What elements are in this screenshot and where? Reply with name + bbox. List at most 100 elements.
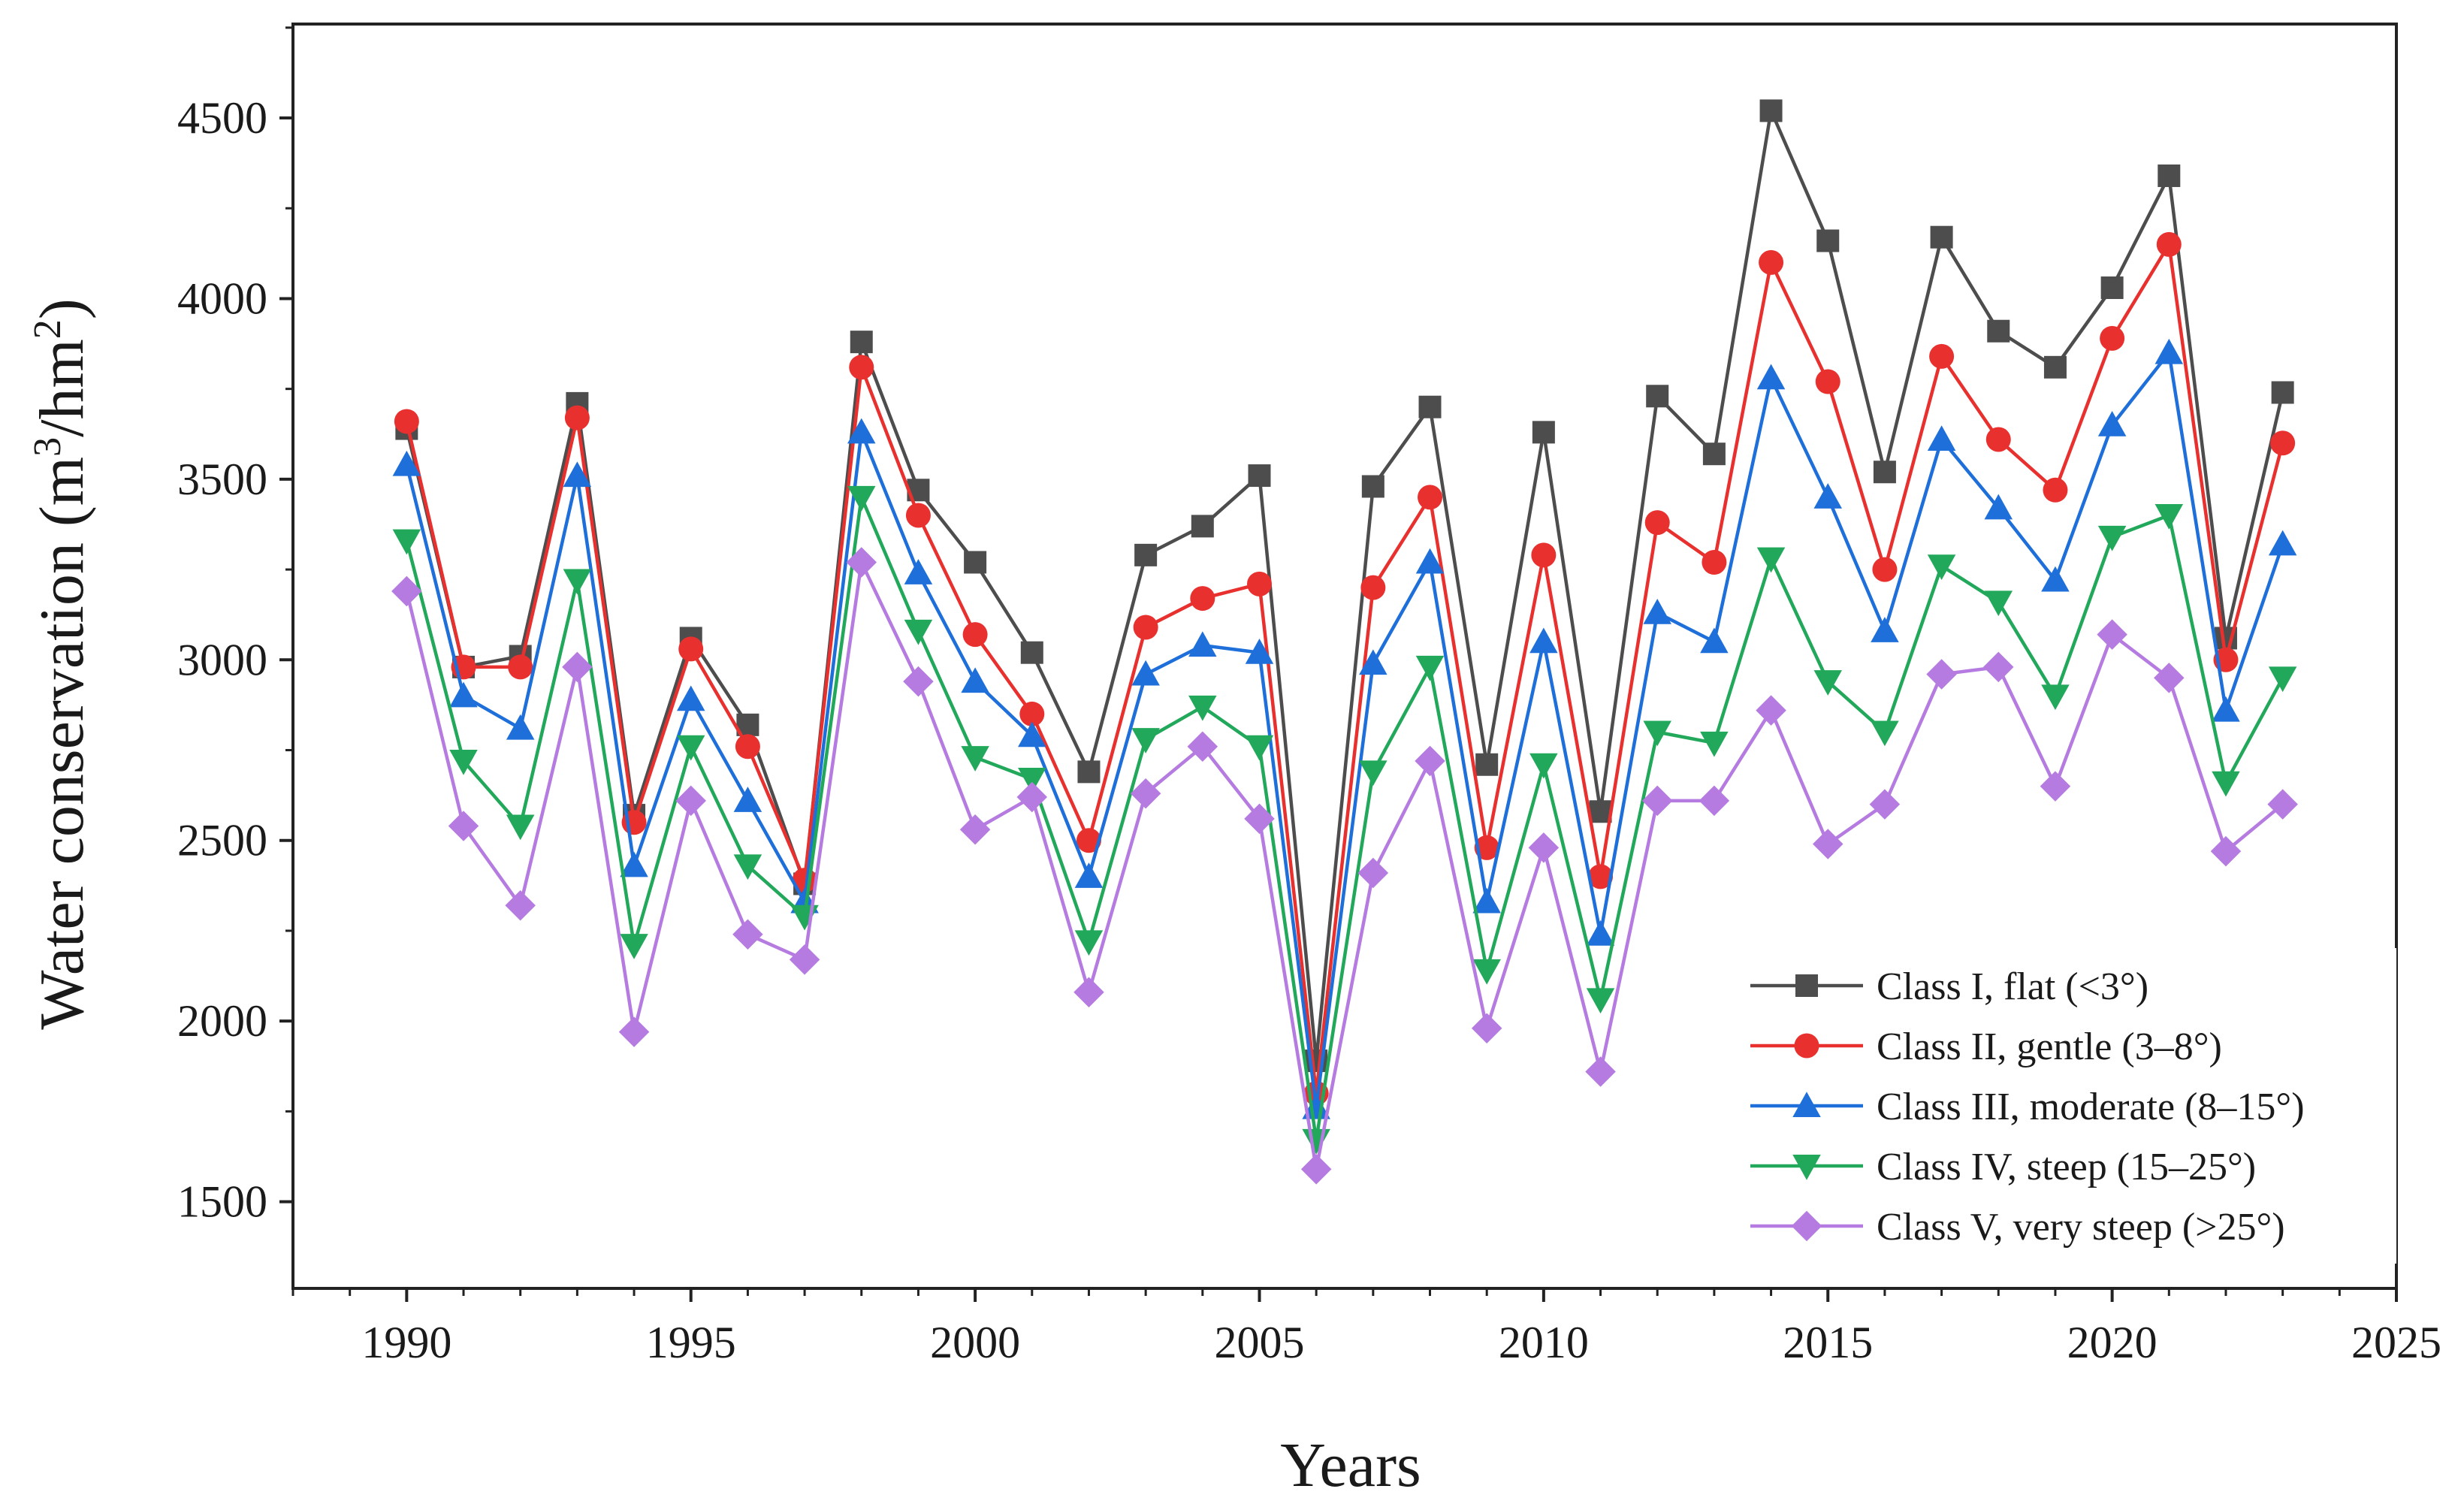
data-point — [563, 569, 592, 595]
data-point — [506, 714, 535, 740]
y-tick-label: 4500 — [177, 93, 267, 143]
y-tick-label: 1500 — [177, 1177, 267, 1227]
data-point — [449, 749, 478, 775]
data-point — [2267, 789, 2298, 820]
data-point — [1930, 225, 1953, 249]
data-point — [2212, 771, 2240, 797]
data-point — [1361, 475, 1384, 498]
data-point — [2212, 696, 2240, 722]
data-point — [618, 1016, 650, 1047]
data-point — [1248, 464, 1271, 488]
data-point — [2158, 164, 2181, 187]
data-point — [1872, 557, 1898, 582]
x-tick-label: 2025 — [2351, 1318, 2441, 1367]
data-point — [1418, 395, 1442, 418]
data-point — [2097, 525, 2127, 551]
data-point — [392, 450, 421, 476]
data-point — [1871, 617, 1899, 642]
series-1 — [395, 99, 2294, 1073]
data-point — [1927, 425, 1956, 451]
data-point — [903, 666, 934, 697]
data-point — [676, 685, 705, 711]
data-point — [1130, 778, 1161, 809]
data-point — [790, 905, 819, 931]
data-point — [1076, 828, 1101, 853]
x-tick-label: 1990 — [361, 1318, 451, 1367]
data-point — [1813, 483, 1842, 509]
data-point — [1927, 554, 1956, 581]
series-4 — [392, 485, 2297, 1155]
data-point — [1131, 728, 1160, 754]
data-point — [1244, 803, 1275, 835]
y-tick-label: 3500 — [177, 455, 267, 504]
data-point — [2100, 276, 2124, 300]
series-line — [405, 495, 2284, 1143]
data-point — [732, 919, 763, 950]
data-point — [1357, 857, 1389, 889]
data-point — [1759, 249, 1784, 275]
data-point — [1702, 442, 1726, 466]
data-point — [505, 890, 536, 921]
data-point — [448, 811, 479, 841]
data-point — [1929, 343, 1955, 369]
legend-entry: Class II, gentle (3–8°) — [1750, 1025, 2222, 1068]
data-point — [1191, 515, 1214, 538]
y-tick-label: 3000 — [177, 635, 267, 684]
data-point — [1359, 760, 1388, 787]
data-point — [1815, 369, 1840, 394]
data-point — [2043, 355, 2067, 379]
legend-entry: Class IV, steep (15–25°) — [1750, 1146, 2256, 1188]
data-point — [2097, 619, 2127, 650]
data-point — [2268, 530, 2297, 556]
legend-label: Class V, very steep (>25°) — [1877, 1206, 2285, 1249]
data-point — [1756, 364, 1786, 390]
data-point — [964, 551, 987, 574]
data-point — [2268, 666, 2297, 693]
legend-entry: Class V, very steep (>25°) — [1750, 1206, 2285, 1249]
series-layer — [391, 99, 2298, 1185]
data-point — [1131, 660, 1160, 686]
data-point — [2154, 503, 2184, 530]
data-point — [904, 619, 933, 645]
data-point — [2100, 325, 2125, 351]
legend-marker — [1791, 1210, 1822, 1242]
data-point — [1984, 590, 2013, 617]
plot-frame — [291, 23, 2398, 1290]
data-point — [1644, 510, 1670, 536]
legend: Class I, flat (<3°) Class II, gentle (3–8… — [1735, 948, 2396, 1264]
data-point — [1702, 549, 1727, 575]
data-point — [1528, 832, 1560, 863]
data-point — [1415, 548, 1445, 574]
x-tick-label: 2020 — [2067, 1318, 2158, 1367]
data-point — [1475, 753, 1499, 776]
data-point — [1813, 670, 1842, 696]
data-point — [733, 854, 762, 880]
data-point — [1531, 542, 1557, 568]
data-point — [733, 787, 762, 812]
data-point — [1359, 649, 1388, 675]
data-point — [735, 734, 760, 760]
data-point — [904, 559, 933, 584]
data-point — [1074, 930, 1104, 956]
data-point — [1133, 615, 1158, 640]
legend-label: Class II, gentle (3–8°) — [1877, 1025, 2222, 1068]
data-point — [1360, 575, 1386, 600]
data-point — [391, 575, 422, 607]
data-point — [1019, 701, 1045, 726]
series-line — [405, 351, 2284, 1110]
data-point — [676, 735, 705, 761]
data-point — [1700, 731, 1729, 757]
data-point — [1018, 721, 1046, 747]
legend-label: Class IV, steep (15–25°) — [1877, 1146, 2256, 1188]
data-point — [1529, 627, 1558, 654]
data-point — [2154, 663, 2185, 693]
data-point — [1188, 695, 1217, 721]
data-point — [392, 529, 421, 555]
data-point — [1246, 571, 1272, 596]
data-point — [1077, 760, 1101, 784]
data-point — [1074, 862, 1104, 888]
data-point — [1873, 461, 1896, 484]
data-point — [1586, 920, 1615, 946]
data-point — [1987, 319, 2010, 343]
